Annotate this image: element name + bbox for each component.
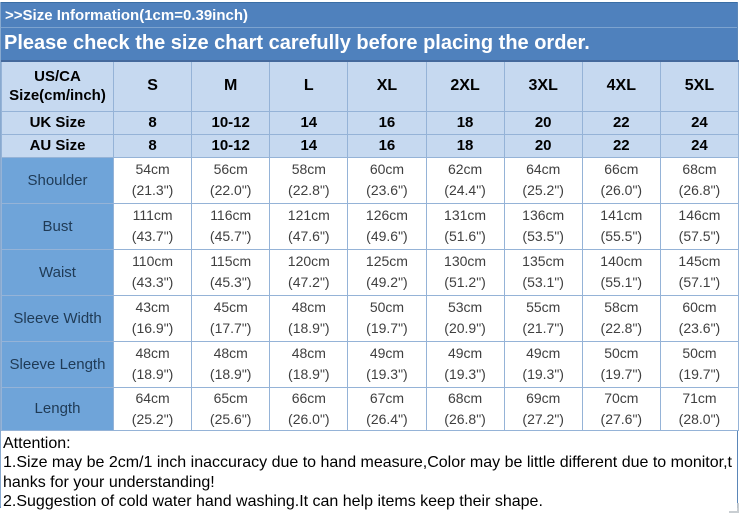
shoulder-measurement-cell: 58cm (22.8") (269, 156, 349, 204)
attention-title: Attention: (3, 434, 71, 452)
bust-measurement-cell: 131cm (51.6") (425, 202, 505, 250)
size-information-title: >>Size Information(1cm=0.39inch) (1, 2, 737, 28)
bust-measurement-cell: 126cm (49.6") (347, 202, 427, 250)
uk-size-value-cell: 14 (269, 110, 349, 135)
length-measurement-cell: 68cm (26.8") (425, 386, 505, 431)
length-measurement-cell: 71cm (28.0") (659, 386, 740, 431)
uk-size-value-cell: 20 (503, 110, 583, 135)
waist-measurement-cell: 145cm (57.1") (659, 248, 740, 296)
shoulder-row-label: Shoulder (1, 156, 114, 204)
uk-size-value-cell: 10-12 (191, 110, 271, 135)
bust-measurement-cell: 136cm (53.5") (503, 202, 583, 250)
sleeve-length-measurement-cell: 50cm (19.7") (581, 340, 661, 388)
shoulder-measurement-cell: 68cm (26.8") (659, 156, 740, 204)
waist-measurement-cell: 135cm (53.1") (503, 248, 583, 296)
shoulder-measurement-cell: 56cm (22.0") (191, 156, 271, 204)
bust-measurement-cell: 121cm (47.6") (269, 202, 349, 250)
au-size-value-cell: 20 (503, 133, 583, 158)
size-column-header-l: L (269, 60, 349, 112)
bust-measurement-cell: 141cm (55.5") (581, 202, 661, 250)
sleeve-width-measurement-cell: 58cm (22.8") (581, 294, 661, 342)
sleeve-length-measurement-cell: 48cm (18.9") (191, 340, 271, 388)
size-column-header-2xl: 2XL (425, 60, 505, 112)
length-measurement-cell: 70cm (27.6") (581, 386, 661, 431)
au-size-value-cell: 18 (425, 133, 505, 158)
sleeve-width-measurement-cell: 55cm (21.7") (503, 294, 583, 342)
attention-note-1: 1.Size may be 2cm/1 inch inaccuracy due … (3, 454, 732, 491)
bust-measurement-cell: 116cm (45.7") (191, 202, 271, 250)
shoulder-measurement-cell: 64cm (25.2") (503, 156, 583, 204)
sleeve-length-measurement-cell: 49cm (19.3") (425, 340, 505, 388)
sleeve-length-row-label: Sleeve Length (1, 340, 114, 388)
size-column-header-xl: XL (347, 60, 427, 112)
uk-size-value-cell: 18 (425, 110, 505, 135)
shoulder-measurement-cell: 62cm (24.4") (425, 156, 505, 204)
waist-measurement-cell: 115cm (45.3") (191, 248, 271, 296)
waist-measurement-cell: 125cm (49.2") (347, 248, 427, 296)
sleeve-length-measurement-cell: 48cm (18.9") (269, 340, 349, 388)
size-table: US/CA Size(cm/inch) S M L XL 2XL 3XL 4XL 5XL UK Si… (1, 60, 740, 431)
length-measurement-cell: 65cm (25.6") (191, 386, 271, 431)
sleeve-length-measurement-cell: 49cm (19.3") (347, 340, 427, 388)
au-size-value-cell: 24 (659, 133, 740, 158)
au-size-row-label: AU Size (1, 133, 114, 158)
waist-measurement-cell: 120cm (47.2") (269, 248, 349, 296)
us-ca-size-corner-header: US/CA Size(cm/inch) (1, 60, 114, 112)
sleeve-length-measurement-cell: 49cm (19.3") (503, 340, 583, 388)
sleeve-width-row-label: Sleeve Width (1, 294, 114, 342)
shoulder-measurement-cell: 60cm (23.6") (347, 156, 427, 204)
waist-measurement-cell: 140cm (55.1") (581, 248, 661, 296)
bust-measurement-cell: 111cm (43.7") (112, 202, 193, 250)
size-column-header-5xl: 5XL (659, 60, 740, 112)
shoulder-measurement-cell: 66cm (26.0") (581, 156, 661, 204)
size-column-header-4xl: 4XL (581, 60, 661, 112)
sleeve-width-measurement-cell: 45cm (17.7") (191, 294, 271, 342)
waist-measurement-cell: 110cm (43.3") (112, 248, 193, 296)
length-row-label: Length (1, 386, 114, 431)
attention-note-2: 2.Suggestion of cold water hand washing.… (3, 493, 543, 510)
attention-section: Attention: 1.Size may be 2cm/1 inch inac… (1, 430, 737, 512)
bust-measurement-cell: 146cm (57.5") (659, 202, 740, 250)
resize-handle-mark (729, 503, 739, 513)
uk-size-value-cell: 8 (112, 110, 193, 135)
sleeve-width-measurement-cell: 48cm (18.9") (269, 294, 349, 342)
size-column-header-s: S (112, 60, 193, 112)
bust-row-label: Bust (1, 202, 114, 250)
sleeve-width-measurement-cell: 50cm (19.7") (347, 294, 427, 342)
sleeve-width-measurement-cell: 53cm (20.9") (425, 294, 505, 342)
length-measurement-cell: 67cm (26.4") (347, 386, 427, 431)
waist-measurement-cell: 130cm (51.2") (425, 248, 505, 296)
size-table-body: US/CA Size(cm/inch) S M L XL 2XL 3XL 4XL 5XL UK Si… (1, 60, 740, 431)
sleeve-width-measurement-cell: 60cm (23.6") (659, 294, 740, 342)
length-measurement-cell: 66cm (26.0") (269, 386, 349, 431)
sleeve-length-measurement-cell: 48cm (18.9") (112, 340, 193, 388)
sleeve-length-measurement-cell: 50cm (19.7") (659, 340, 740, 388)
size-chart-warning-banner: Please check the size chart carefully be… (1, 28, 737, 60)
uk-size-row-label: UK Size (1, 110, 114, 135)
sleeve-width-measurement-cell: 43cm (16.9") (112, 294, 193, 342)
uk-size-value-cell: 16 (347, 110, 427, 135)
au-size-value-cell: 22 (581, 133, 661, 158)
au-size-value-cell: 8 (112, 133, 193, 158)
waist-row-label: Waist (1, 248, 114, 296)
length-measurement-cell: 69cm (27.2") (503, 386, 583, 431)
au-size-value-cell: 14 (269, 133, 349, 158)
uk-size-value-cell: 24 (659, 110, 740, 135)
shoulder-measurement-cell: 54cm (21.3") (112, 156, 193, 204)
au-size-value-cell: 10-12 (191, 133, 271, 158)
length-measurement-cell: 64cm (25.2") (112, 386, 193, 431)
au-size-value-cell: 16 (347, 133, 427, 158)
size-column-header-3xl: 3XL (503, 60, 583, 112)
uk-size-value-cell: 22 (581, 110, 661, 135)
size-column-header-m: M (191, 60, 271, 112)
